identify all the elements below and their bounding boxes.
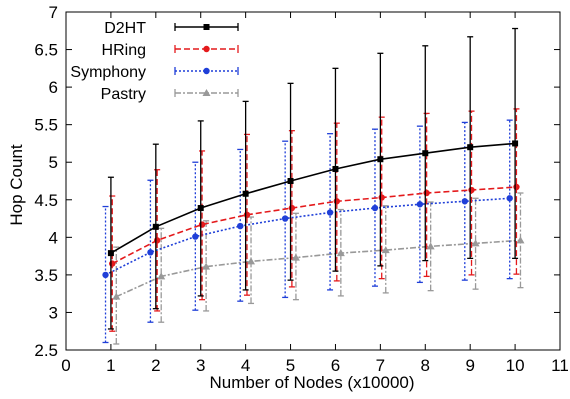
y-tick-label: 6 — [49, 78, 58, 97]
legend-label: D2HT — [104, 20, 146, 37]
plot-area — [102, 27, 525, 345]
legend-marker — [202, 89, 211, 96]
data-point — [513, 183, 520, 191]
data-point — [287, 178, 294, 184]
y-tick-label: 3.5 — [34, 266, 58, 285]
data-point — [281, 215, 289, 222]
data-point — [243, 211, 251, 218]
data-point — [416, 201, 424, 208]
y-tick-label: 4.5 — [34, 191, 58, 210]
data-point — [377, 156, 384, 163]
data-point — [202, 262, 211, 270]
y-axis-title: Hop Count — [7, 144, 26, 226]
series-pastry — [112, 192, 525, 345]
legend-label: HRing — [102, 42, 146, 59]
x-tick-label: 5 — [286, 356, 295, 375]
series-line — [115, 239, 521, 298]
x-tick-label: 6 — [331, 356, 340, 375]
series-d2ht — [107, 27, 519, 330]
x-tick-label: 3 — [196, 356, 205, 375]
data-point — [516, 236, 525, 244]
series-line — [110, 142, 516, 254]
data-point — [468, 186, 475, 194]
data-point — [247, 257, 256, 265]
x-tick-label: 0 — [61, 356, 70, 375]
data-point — [288, 204, 296, 212]
data-point — [198, 221, 206, 228]
data-point — [192, 233, 199, 240]
data-point — [467, 144, 474, 151]
legend-label: Symphony — [70, 64, 146, 81]
x-tick-label: 10 — [506, 356, 525, 375]
data-point — [336, 249, 345, 257]
series-line — [111, 186, 517, 265]
legend: D2HT HRing Symphony Pastry — [70, 20, 239, 103]
x-tick-label: 9 — [465, 356, 474, 375]
y-tick-label: 5 — [49, 153, 58, 172]
plot-frame — [65, 11, 561, 351]
data-point — [102, 271, 109, 279]
x-tick-label: 1 — [106, 356, 115, 375]
y-tick-label: 6.5 — [34, 41, 58, 60]
data-point — [506, 195, 513, 202]
data-point — [381, 246, 390, 254]
data-point — [152, 223, 159, 230]
x-axis-title: Number of Nodes (x10000) — [209, 373, 414, 392]
data-point — [291, 253, 300, 261]
y-tick-label: 5.5 — [34, 116, 58, 135]
y-tick-label: 4 — [49, 228, 58, 247]
legend-marker — [203, 67, 210, 75]
legend-marker — [203, 24, 210, 30]
data-point — [332, 165, 339, 172]
legend-label: Pastry — [101, 86, 146, 103]
data-point — [153, 237, 161, 244]
data-point — [461, 198, 468, 205]
data-point — [109, 260, 116, 267]
y-tick-label: 7 — [49, 3, 58, 22]
x-tick-label: 7 — [376, 356, 385, 375]
axes: 0 1 2 3 4 5 6 7 8 9 10 11 2.5 3 3.5 4 4.5 5 5.5 6 6.5 7 — [34, 3, 568, 375]
data-point — [326, 209, 334, 216]
data-point — [147, 249, 154, 256]
x-tick-label: 8 — [421, 356, 430, 375]
series-line — [105, 197, 510, 276]
data-point — [107, 250, 114, 257]
data-point — [422, 150, 429, 157]
data-point — [112, 292, 121, 300]
legend-marker — [203, 45, 210, 53]
x-tick-label: 11 — [551, 356, 569, 375]
data-point — [471, 239, 480, 247]
y-tick-label: 2.5 — [34, 341, 58, 360]
x-tick-label: 4 — [241, 356, 250, 375]
data-point — [237, 222, 244, 230]
data-point — [512, 140, 519, 147]
data-point — [157, 272, 166, 280]
data-point — [242, 190, 249, 197]
series-symphony — [102, 119, 513, 344]
data-point — [423, 189, 430, 197]
x-tick-label: 2 — [151, 356, 160, 375]
y-tick-label: 3 — [49, 303, 58, 322]
data-point — [378, 194, 385, 201]
data-point — [197, 205, 204, 212]
data-point — [426, 242, 435, 250]
data-point — [371, 204, 379, 212]
data-point — [333, 198, 341, 205]
